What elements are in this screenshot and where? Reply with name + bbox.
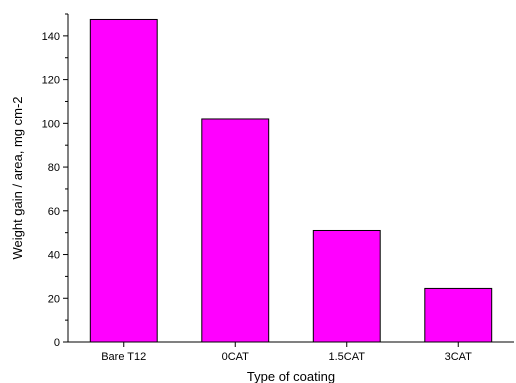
bar-0cat: [201, 118, 270, 343]
y-tick-label: 100: [42, 118, 60, 130]
y-axis-ticks: 0 20 40 60 80 100 120 140: [42, 13, 68, 349]
x-tick-label: Bare T12: [101, 351, 146, 363]
y-tick-label: 80: [48, 162, 60, 174]
bar-bare-t12: [89, 18, 158, 343]
bars-group: [89, 18, 493, 343]
x-tick-label: 0CAT: [222, 351, 250, 363]
x-axis-ticks: Bare T12 0CAT 1.5CAT 3CAT: [101, 342, 472, 363]
y-axis-title: Weight gain / area, mg cm-2: [10, 96, 25, 259]
y-tick-label: 60: [48, 206, 60, 218]
x-axis-title: Type of coating: [247, 369, 335, 383]
bar-3cat: [424, 287, 493, 343]
x-tick-label: 3CAT: [445, 351, 473, 363]
bar-1-5cat: [312, 229, 381, 343]
y-tick-label: 20: [48, 293, 60, 305]
y-tick-label: 0: [54, 337, 60, 349]
x-tick-label: 1.5CAT: [329, 351, 366, 363]
y-tick-label: 40: [48, 250, 60, 262]
y-tick-label: 140: [42, 31, 60, 43]
y-tick-label: 120: [42, 75, 60, 87]
